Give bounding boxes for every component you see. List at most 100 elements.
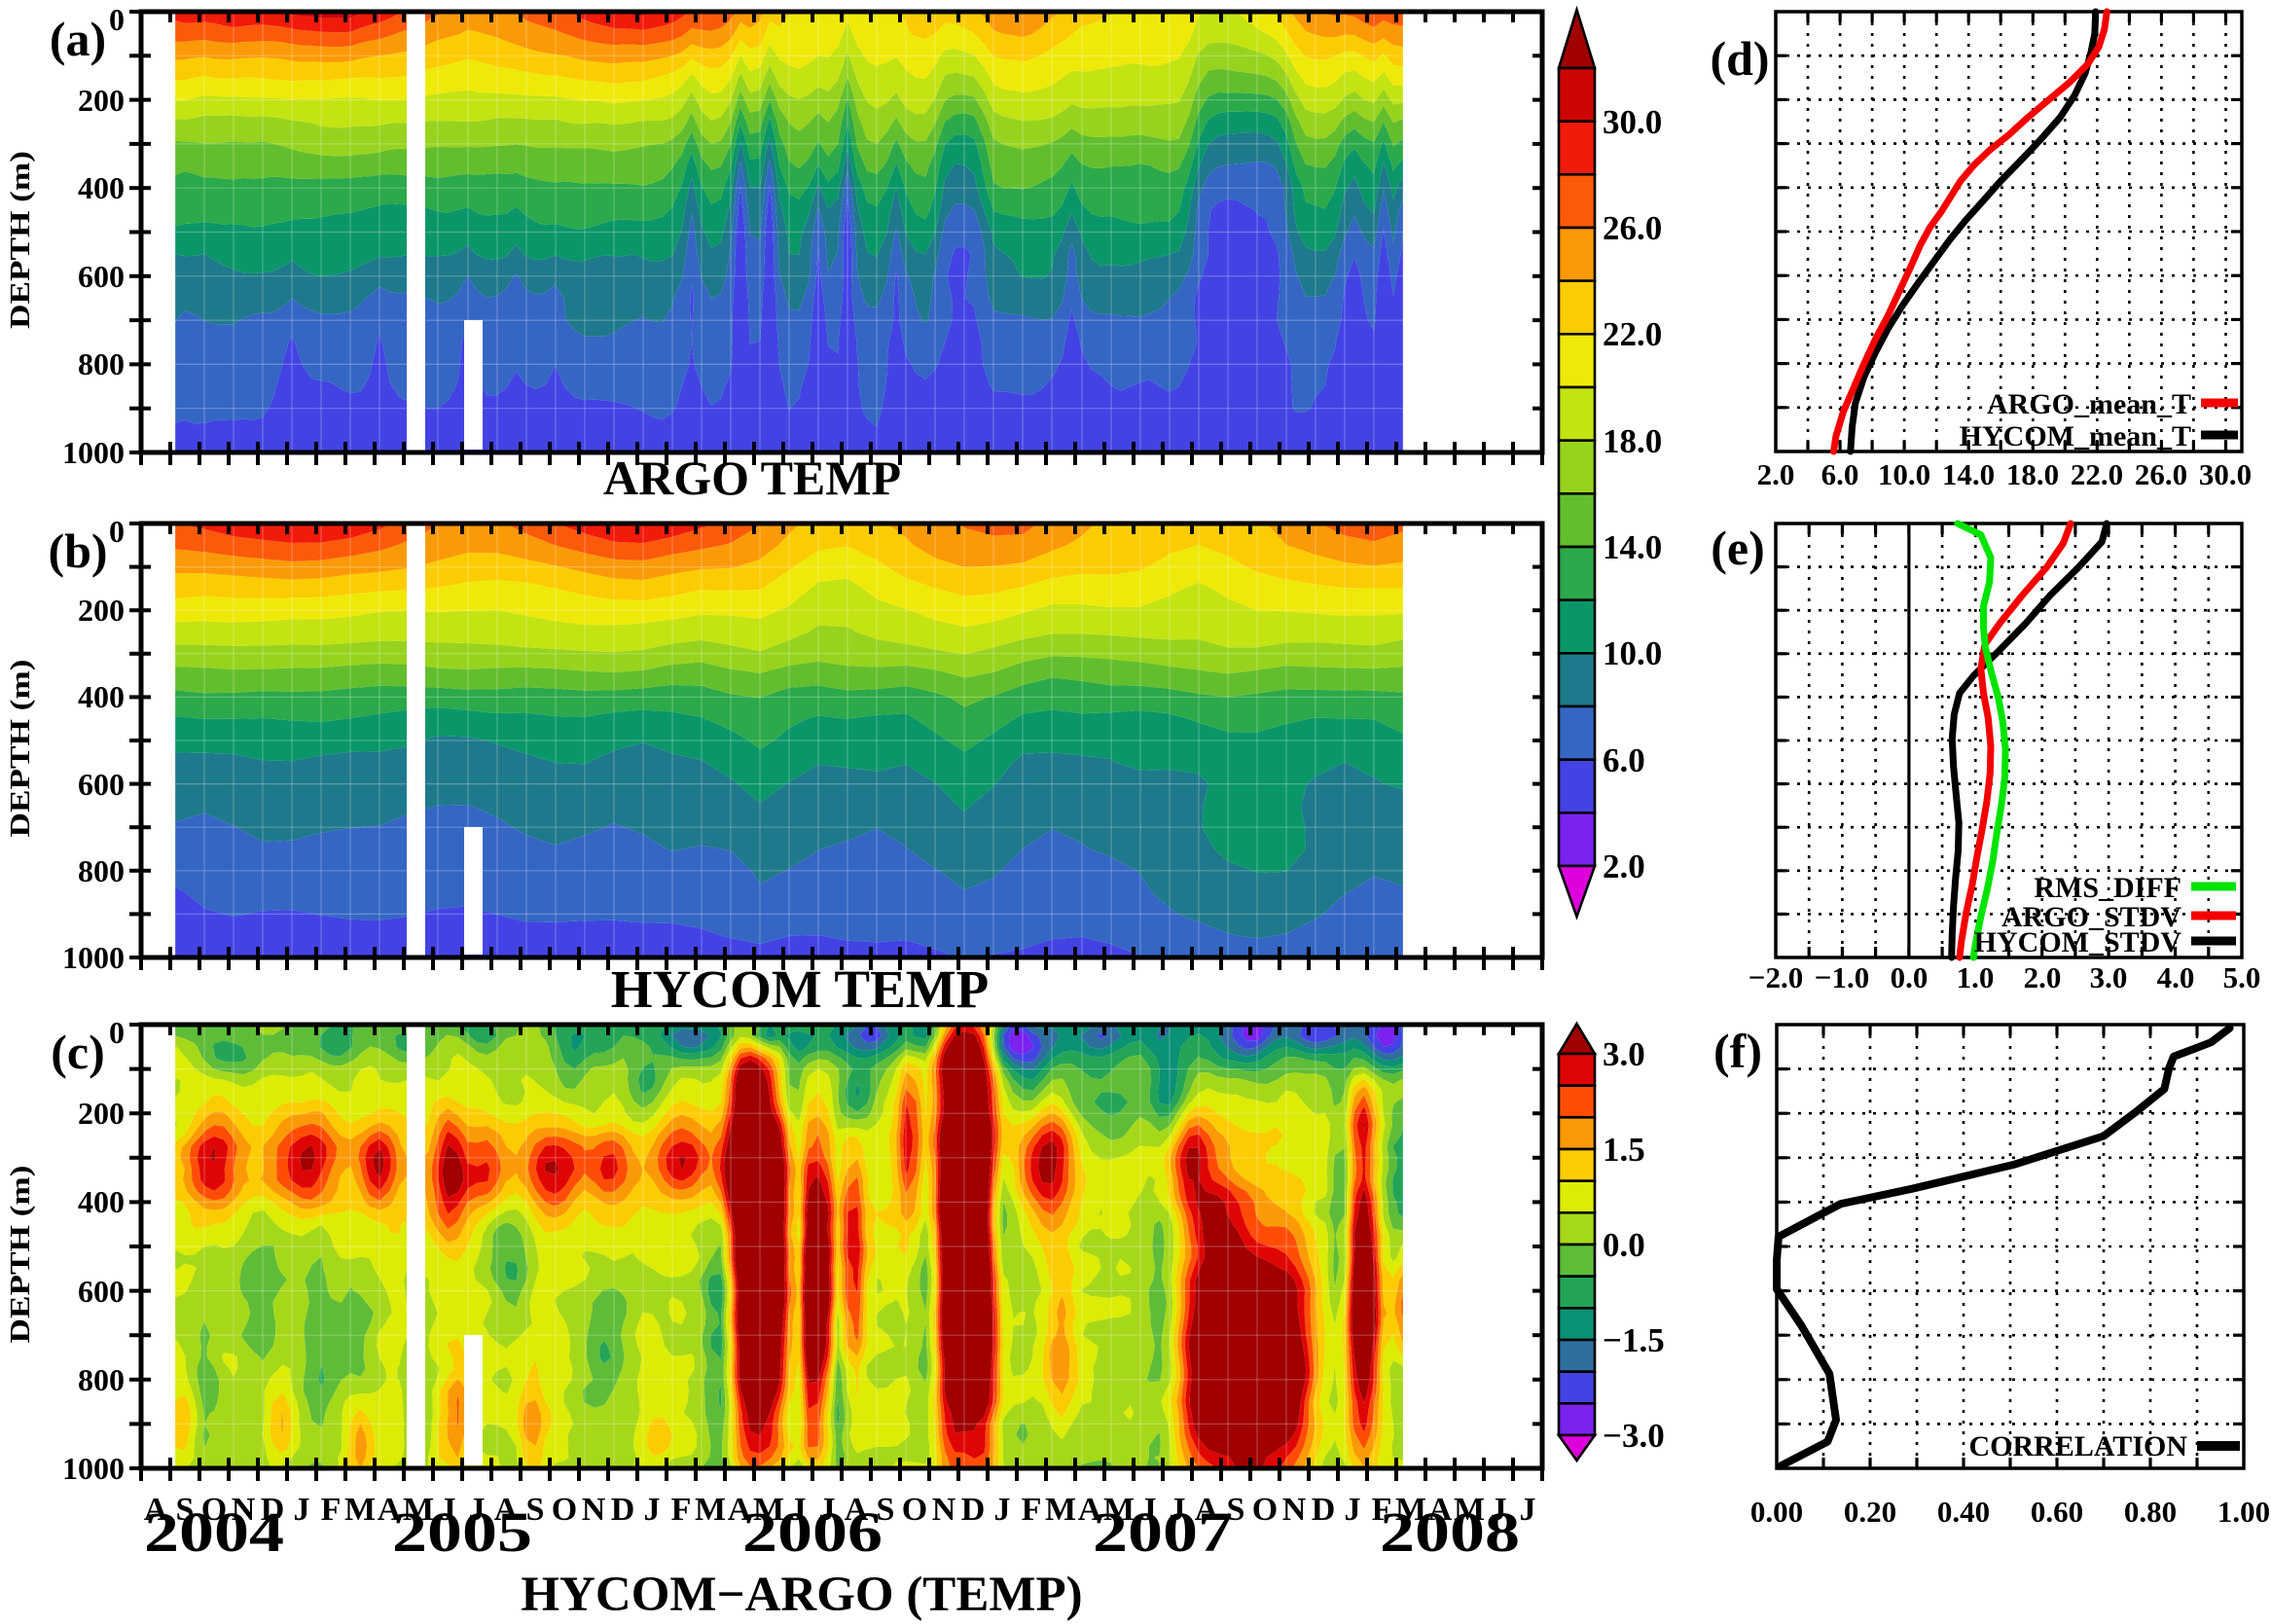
svg-text:30.0: 30.0 (1603, 103, 1662, 141)
svg-text:J: J (1170, 1492, 1186, 1528)
svg-text:(d): (d) (1710, 31, 1769, 86)
svg-text:A: A (144, 1492, 168, 1528)
svg-text:HYCOM TEMP: HYCOM TEMP (611, 959, 990, 1019)
svg-text:2006: 2006 (742, 1500, 883, 1564)
svg-text:200: 200 (78, 1096, 125, 1131)
svg-text:HYCOM_mean_T: HYCOM_mean_T (1960, 420, 2191, 452)
svg-text:ARGO_mean_T: ARGO_mean_T (1987, 388, 2191, 420)
svg-text:S: S (526, 1492, 545, 1528)
svg-text:0.60: 0.60 (2031, 1495, 2083, 1529)
svg-text:1000: 1000 (62, 435, 125, 470)
svg-text:1.0: 1.0 (1957, 960, 1995, 994)
svg-text:30.0: 30.0 (2199, 457, 2252, 491)
svg-text:M: M (753, 1492, 784, 1528)
svg-text:1000: 1000 (62, 940, 125, 975)
svg-text:DEPTH (m): DEPTH (m) (6, 660, 36, 838)
svg-text:22.0: 22.0 (1603, 315, 1662, 353)
svg-text:0.80: 0.80 (2124, 1495, 2177, 1529)
svg-text:M: M (344, 1492, 376, 1528)
svg-text:J: J (644, 1492, 661, 1528)
svg-text:D: D (611, 1492, 635, 1528)
svg-text:J: J (440, 1492, 456, 1528)
svg-text:10.0: 10.0 (1603, 634, 1662, 672)
svg-text:10.0: 10.0 (1878, 457, 1930, 491)
svg-text:800: 800 (78, 1362, 125, 1397)
svg-text:5.0: 5.0 (2223, 960, 2261, 994)
svg-text:800: 800 (78, 346, 125, 381)
svg-text:14.0: 14.0 (1603, 528, 1662, 566)
svg-text:S: S (176, 1492, 195, 1528)
svg-text:J: J (1140, 1492, 1157, 1528)
svg-text:F: F (1022, 1492, 1042, 1528)
svg-text:A: A (728, 1492, 752, 1528)
svg-text:2004: 2004 (144, 1500, 284, 1564)
svg-text:2.0: 2.0 (1757, 457, 1795, 491)
svg-text:3.0: 3.0 (2090, 960, 2128, 994)
svg-text:M: M (1454, 1492, 1485, 1528)
svg-text:(c): (c) (51, 1025, 105, 1079)
svg-text:RMS_DIFF: RMS_DIFF (2034, 872, 2181, 904)
svg-text:A: A (494, 1492, 519, 1528)
svg-text:J: J (1345, 1492, 1361, 1528)
svg-text:2.0: 2.0 (2024, 960, 2062, 994)
svg-text:−1.5: −1.5 (1603, 1321, 1665, 1359)
svg-text:M: M (1103, 1492, 1135, 1528)
svg-text:6.0: 6.0 (1821, 457, 1859, 491)
svg-text:400: 400 (78, 679, 125, 714)
svg-text:CORRELATION: CORRELATION (1969, 1430, 2188, 1462)
svg-text:DEPTH (m): DEPTH (m) (6, 1166, 36, 1344)
svg-text:0.00: 0.00 (1750, 1495, 1803, 1529)
svg-text:J: J (294, 1492, 310, 1528)
svg-text:26.0: 26.0 (2135, 457, 2187, 491)
svg-text:A: A (1078, 1492, 1102, 1528)
svg-text:S: S (1227, 1492, 1245, 1528)
svg-text:DEPTH (m): DEPTH (m) (6, 151, 36, 329)
svg-text:M: M (1395, 1492, 1426, 1528)
svg-text:1.00: 1.00 (2217, 1495, 2270, 1529)
svg-text:18.0: 18.0 (2006, 457, 2059, 491)
svg-text:D: D (961, 1492, 986, 1528)
svg-text:14.0: 14.0 (1942, 457, 1995, 491)
svg-text:HYCOM_STDV: HYCOM_STDV (1974, 926, 2182, 958)
svg-text:2005: 2005 (392, 1500, 532, 1564)
svg-text:J: J (790, 1492, 807, 1528)
svg-text:S: S (877, 1492, 895, 1528)
svg-text:F: F (1372, 1492, 1392, 1528)
svg-text:1.5: 1.5 (1603, 1131, 1645, 1169)
svg-text:O: O (201, 1492, 227, 1528)
svg-text:1000: 1000 (62, 1451, 125, 1486)
svg-text:−3.0: −3.0 (1603, 1417, 1665, 1455)
svg-text:(b): (b) (48, 523, 107, 578)
svg-text:−2.0: −2.0 (1748, 960, 1803, 994)
svg-text:−1.0: −1.0 (1815, 960, 1869, 994)
svg-text:O: O (902, 1492, 927, 1528)
svg-text:3.0: 3.0 (1603, 1035, 1645, 1073)
svg-text:26.0: 26.0 (1603, 209, 1662, 247)
svg-text:J: J (1491, 1492, 1507, 1528)
svg-text:18.0: 18.0 (1603, 422, 1662, 460)
svg-text:(a): (a) (50, 12, 106, 66)
svg-text:800: 800 (78, 853, 125, 888)
svg-text:N: N (1282, 1492, 1307, 1528)
svg-text:HYCOM−ARGO (TEMP): HYCOM−ARGO (TEMP) (521, 1568, 1082, 1622)
svg-text:J: J (469, 1492, 486, 1528)
svg-text:4.0: 4.0 (2157, 960, 2195, 994)
svg-text:2007: 2007 (1093, 1500, 1233, 1564)
svg-text:N: N (582, 1492, 606, 1528)
svg-text:2008: 2008 (1380, 1500, 1520, 1564)
svg-text:J: J (994, 1492, 1011, 1528)
svg-text:22.0: 22.0 (2071, 457, 2123, 491)
svg-text:M: M (695, 1492, 726, 1528)
svg-text:400: 400 (78, 1184, 125, 1219)
svg-text:0.0: 0.0 (1603, 1226, 1645, 1264)
svg-text:200: 200 (78, 593, 125, 628)
svg-text:A: A (845, 1492, 869, 1528)
svg-text:D: D (1312, 1492, 1336, 1528)
svg-text:J: J (819, 1492, 836, 1528)
svg-text:D: D (261, 1492, 285, 1528)
svg-text:0: 0 (109, 2, 125, 37)
svg-text:0.40: 0.40 (1937, 1495, 1990, 1529)
svg-text:O: O (1252, 1492, 1278, 1528)
svg-text:M: M (403, 1492, 434, 1528)
svg-text:600: 600 (78, 767, 125, 802)
